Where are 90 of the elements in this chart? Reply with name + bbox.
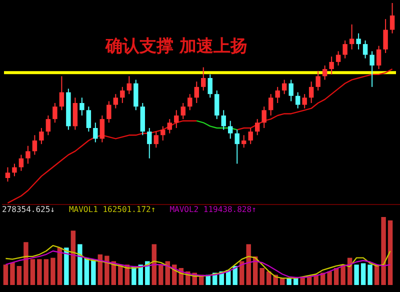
candlestick	[80, 97, 84, 116]
candlestick	[18, 154, 24, 172]
bar	[57, 248, 62, 285]
candlestick	[241, 134, 246, 148]
candlestick	[160, 126, 166, 141]
candlestick	[282, 79, 287, 95]
candlestick	[295, 92, 300, 109]
candlestick	[336, 50, 341, 66]
bar	[388, 220, 393, 285]
bar	[3, 264, 8, 285]
bar	[70, 230, 76, 285]
bar	[104, 256, 110, 285]
text: 278354.625↓	[2, 205, 55, 214]
candlestick	[268, 94, 274, 116]
ref-line-label: 确认支撑 加速上扬	[104, 36, 248, 57]
candlestick	[194, 81, 199, 104]
candlestick	[167, 118, 172, 134]
candlestick	[248, 128, 253, 145]
candlestick	[316, 70, 320, 91]
bar	[64, 248, 69, 285]
candlestick	[72, 97, 78, 130]
candlestick	[208, 74, 212, 98]
candlestick	[234, 129, 240, 164]
candlestick	[262, 106, 266, 128]
candlestick	[5, 166, 10, 182]
bar	[246, 244, 251, 285]
candlestick	[126, 76, 132, 95]
candlestick	[342, 40, 348, 59]
bar	[232, 266, 238, 285]
bar	[239, 261, 244, 285]
bar	[360, 263, 366, 285]
candlestick	[201, 66, 206, 91]
bar	[78, 244, 82, 285]
candlestick	[106, 100, 112, 124]
candlestick	[113, 94, 118, 109]
candlestick	[214, 90, 220, 120]
bar	[50, 258, 56, 285]
candlestick	[329, 56, 334, 75]
candlestick	[147, 128, 152, 159]
candlestick	[362, 40, 368, 59]
bar	[152, 244, 157, 285]
bar	[10, 262, 15, 285]
bar	[91, 259, 96, 285]
bar	[165, 261, 170, 285]
bar	[24, 242, 28, 285]
candlestick	[86, 106, 92, 132]
bar	[44, 259, 49, 285]
bar	[266, 271, 272, 285]
candlestick	[349, 24, 354, 50]
candlestick	[93, 122, 98, 143]
bar	[260, 268, 264, 285]
candlestick	[134, 79, 138, 111]
candlestick	[221, 110, 226, 130]
candlestick	[228, 120, 233, 140]
candlestick	[188, 94, 192, 111]
bar	[118, 264, 123, 285]
candlestick	[288, 79, 294, 102]
text: MAVOL1 162501.172↑	[68, 205, 156, 214]
bar	[327, 271, 332, 285]
text: MAVOL2 119438.828↑	[170, 205, 256, 214]
bar	[16, 266, 22, 285]
candlestick	[32, 134, 38, 156]
candlestick	[120, 86, 125, 104]
candlestick	[154, 131, 159, 148]
candlestick	[174, 110, 179, 128]
bar	[368, 264, 372, 285]
candlestick	[275, 86, 280, 104]
bar	[381, 217, 386, 285]
candlestick	[100, 115, 105, 143]
candlestick	[302, 94, 307, 109]
candlestick	[308, 81, 314, 104]
candlestick	[39, 128, 44, 145]
candlestick	[356, 32, 361, 50]
candlestick	[390, 2, 395, 34]
candlestick	[370, 50, 374, 88]
bar	[354, 264, 359, 285]
candlestick	[59, 76, 64, 111]
bar	[314, 274, 318, 285]
candlestick	[52, 102, 58, 124]
bar	[30, 259, 36, 285]
candlestick	[12, 163, 17, 177]
bar	[158, 264, 164, 285]
candlestick	[322, 65, 328, 80]
candlestick	[46, 115, 51, 136]
candlestick	[180, 102, 186, 120]
candlestick	[26, 145, 30, 164]
bar	[37, 259, 42, 285]
candlestick	[383, 18, 388, 54]
candlestick	[254, 118, 260, 136]
candlestick	[376, 45, 382, 70]
